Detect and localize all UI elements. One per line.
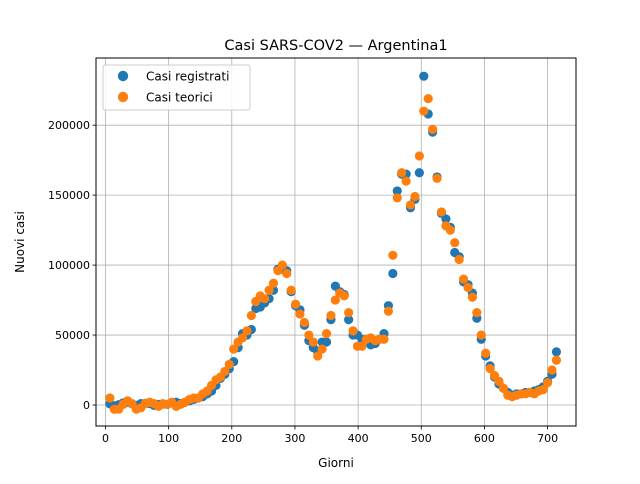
data-point <box>436 207 447 217</box>
data-point <box>445 225 455 235</box>
y-axis-label: Nuovi casi <box>13 211 27 273</box>
x-tick-label: 100 <box>158 432 179 445</box>
data-point <box>321 337 332 347</box>
data-point <box>441 214 451 224</box>
y-tick-label: 200000 <box>48 119 90 132</box>
data-point <box>450 238 460 248</box>
data-point <box>379 334 389 344</box>
x-tick-label: 300 <box>284 432 305 445</box>
data-point <box>264 285 274 295</box>
data-point <box>405 200 416 210</box>
data-points <box>105 71 562 414</box>
data-point <box>414 151 424 161</box>
data-point <box>308 337 318 347</box>
data-point <box>498 383 508 393</box>
data-point <box>321 329 332 339</box>
legend-marker-casi-registrati <box>117 70 129 82</box>
data-point <box>419 106 429 116</box>
data-point <box>538 385 548 395</box>
data-point <box>476 330 486 340</box>
data-point <box>458 274 469 284</box>
data-point <box>290 299 301 309</box>
x-tick-label: 0 <box>102 432 109 445</box>
data-point <box>220 366 230 377</box>
data-point <box>397 168 407 178</box>
axis-ticks: 0 100 200 300 400 500 600 700 0 50000 100000 150000… <box>48 119 558 445</box>
data-point <box>348 326 358 336</box>
legend: Casi registrati Casi teorici <box>102 64 251 111</box>
data-point <box>260 294 270 304</box>
series-casi-teorici <box>105 93 562 414</box>
x-axis-label: Giorni <box>318 456 354 470</box>
data-point <box>467 292 478 302</box>
data-point <box>326 310 336 321</box>
x-tick-label: 200 <box>221 432 242 445</box>
data-point <box>551 347 562 357</box>
data-point <box>224 359 234 370</box>
data-point <box>542 378 553 388</box>
data-point <box>357 341 367 351</box>
data-point <box>463 282 473 293</box>
y-tick-label: 150000 <box>48 189 90 202</box>
data-point <box>344 315 354 325</box>
data-point <box>454 254 464 265</box>
data-point <box>105 393 115 403</box>
chart-title: Casi SARS-COV2 — Argentina1 <box>224 38 447 54</box>
data-point <box>344 308 354 318</box>
data-point <box>277 260 287 270</box>
data-point <box>392 186 402 196</box>
data-point <box>481 348 491 358</box>
data-point <box>339 291 349 301</box>
data-point <box>419 71 429 81</box>
data-point <box>414 168 424 178</box>
data-point <box>317 344 327 354</box>
data-point <box>229 344 239 354</box>
legend-label-casi-registrati: Casi registrati <box>146 70 229 84</box>
data-point <box>485 364 495 374</box>
y-tick-label: 50000 <box>55 329 90 342</box>
data-point <box>388 268 398 279</box>
data-point <box>388 250 398 260</box>
plot-frame <box>95 57 577 427</box>
y-tick-label: 100000 <box>48 259 90 272</box>
data-point <box>428 124 438 134</box>
data-point <box>551 355 562 365</box>
data-point <box>423 93 433 104</box>
data-point <box>410 191 420 202</box>
data-point <box>246 310 256 321</box>
y-tick-label: 0 <box>83 399 90 412</box>
data-point <box>472 308 482 318</box>
legend-box <box>102 64 251 111</box>
data-point <box>295 309 305 319</box>
x-tick-label: 500 <box>411 432 432 445</box>
data-point <box>547 365 557 375</box>
data-point <box>299 317 310 328</box>
x-tick-label: 600 <box>474 432 495 445</box>
data-point <box>304 330 314 340</box>
data-point <box>242 326 252 336</box>
data-point <box>401 176 411 186</box>
legend-marker-casi-teorici <box>117 91 129 103</box>
data-point <box>268 278 279 288</box>
data-point <box>237 333 248 343</box>
data-point <box>282 268 292 279</box>
data-point <box>313 351 323 361</box>
data-point <box>330 295 340 305</box>
x-tick-label: 400 <box>348 432 369 445</box>
x-tick-label: 700 <box>537 432 558 445</box>
legend-label-casi-teorici: Casi teorici <box>146 91 213 105</box>
data-point <box>392 193 402 203</box>
data-point <box>494 376 504 386</box>
data-point <box>383 306 394 316</box>
data-point <box>432 173 442 183</box>
data-point <box>286 285 296 295</box>
